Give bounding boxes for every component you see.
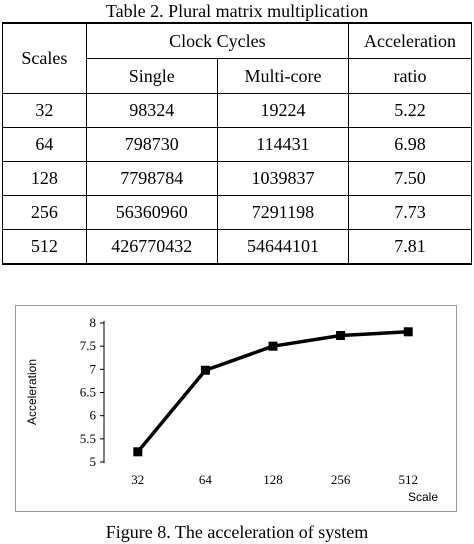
cell-single: 56360960 [85, 195, 218, 230]
cell-scale: 128 [2, 161, 87, 196]
x-tick-label: 32 [131, 472, 144, 487]
y-tick-label: 5 [90, 454, 97, 469]
x-tick-label: 64 [199, 472, 213, 487]
cell-single: 98324 [85, 93, 218, 128]
x-tick-label: 512 [398, 472, 418, 487]
table-row: 32 98324 19224 5.22 [2, 93, 472, 128]
data-point [268, 341, 278, 351]
x-tick-label: 128 [263, 472, 283, 487]
y-tick-label: 8 [90, 315, 97, 330]
cell-scale: 256 [2, 195, 87, 230]
y-tick-label: 7.5 [80, 338, 96, 353]
cell-ratio: 7.81 [348, 229, 472, 265]
cell-single: 426770432 [85, 229, 218, 265]
header-scales: Scales [2, 22, 87, 94]
cell-scale: 32 [2, 93, 87, 128]
cell-single: 798730 [85, 127, 218, 162]
cell-ratio: 5.22 [348, 93, 472, 128]
y-tick-label: 6 [90, 408, 97, 423]
results-table: Scales Clock Cycles Acceleration Single … [2, 22, 472, 265]
y-axis-label: Acceleration [25, 359, 39, 425]
cell-multi-core: 1039837 [216, 161, 350, 196]
cell-scale: 64 [2, 127, 87, 162]
cell-multi-core: 19224 [216, 93, 350, 128]
x-axis-ticks: 32 64 128 256 512 [131, 472, 418, 487]
x-tick-label: 256 [331, 472, 351, 487]
cell-ratio: 6.98 [348, 127, 472, 162]
y-tick-label: 7 [90, 361, 97, 376]
cell-scale: 512 [2, 229, 87, 265]
x-axis-label: Scale [408, 490, 438, 504]
table-row: 256 56360960 7291198 7.73 [2, 195, 472, 230]
header-single: Single [85, 58, 218, 94]
table-caption: Table 2. Plural matrix multiplication [105, 1, 369, 21]
data-point [133, 447, 143, 457]
series-points [133, 327, 413, 457]
header-acceleration: Acceleration [348, 22, 472, 59]
y-axis-ticks: 5 5.5 6 6.5 7 7.5 8 [80, 315, 104, 469]
cell-single: 7798784 [85, 161, 218, 196]
table-row: 512 426770432 54644101 7.81 [2, 229, 472, 265]
cell-multi-core: 7291198 [216, 195, 350, 230]
data-point [200, 365, 210, 375]
table-subheader-row: Single Multi-core ratio [3, 58, 472, 94]
table-row: 64 798730 114431 6.98 [2, 127, 472, 162]
y-tick-label: 6.5 [80, 385, 96, 400]
cell-multi-core: 114431 [216, 127, 350, 162]
chart-canvas: 5 5.5 6 6.5 7 7.5 8 32 64 128 256 512 Acceleration… [25, 315, 438, 504]
acceleration-chart: 5 5.5 6 6.5 7 7.5 8 32 64 128 256 512 Acceleration… [15, 305, 457, 512]
figure-caption: Figure 8. The acceleration of system [105, 522, 369, 542]
cell-multi-core: 54644101 [216, 229, 350, 265]
cell-ratio: 7.50 [348, 161, 472, 196]
table-header-row: Scales Clock Cycles Acceleration [2, 22, 472, 94]
header-ratio: ratio [348, 58, 472, 94]
header-multi-core: Multi-core [216, 58, 350, 94]
data-point [336, 331, 346, 341]
y-tick-label: 5.5 [80, 431, 96, 446]
table-row: 128 7798784 1039837 7.50 [2, 161, 472, 196]
cell-ratio: 7.73 [348, 195, 472, 230]
header-clock-cycles: Clock Cycles [85, 22, 350, 59]
data-point [403, 327, 413, 337]
